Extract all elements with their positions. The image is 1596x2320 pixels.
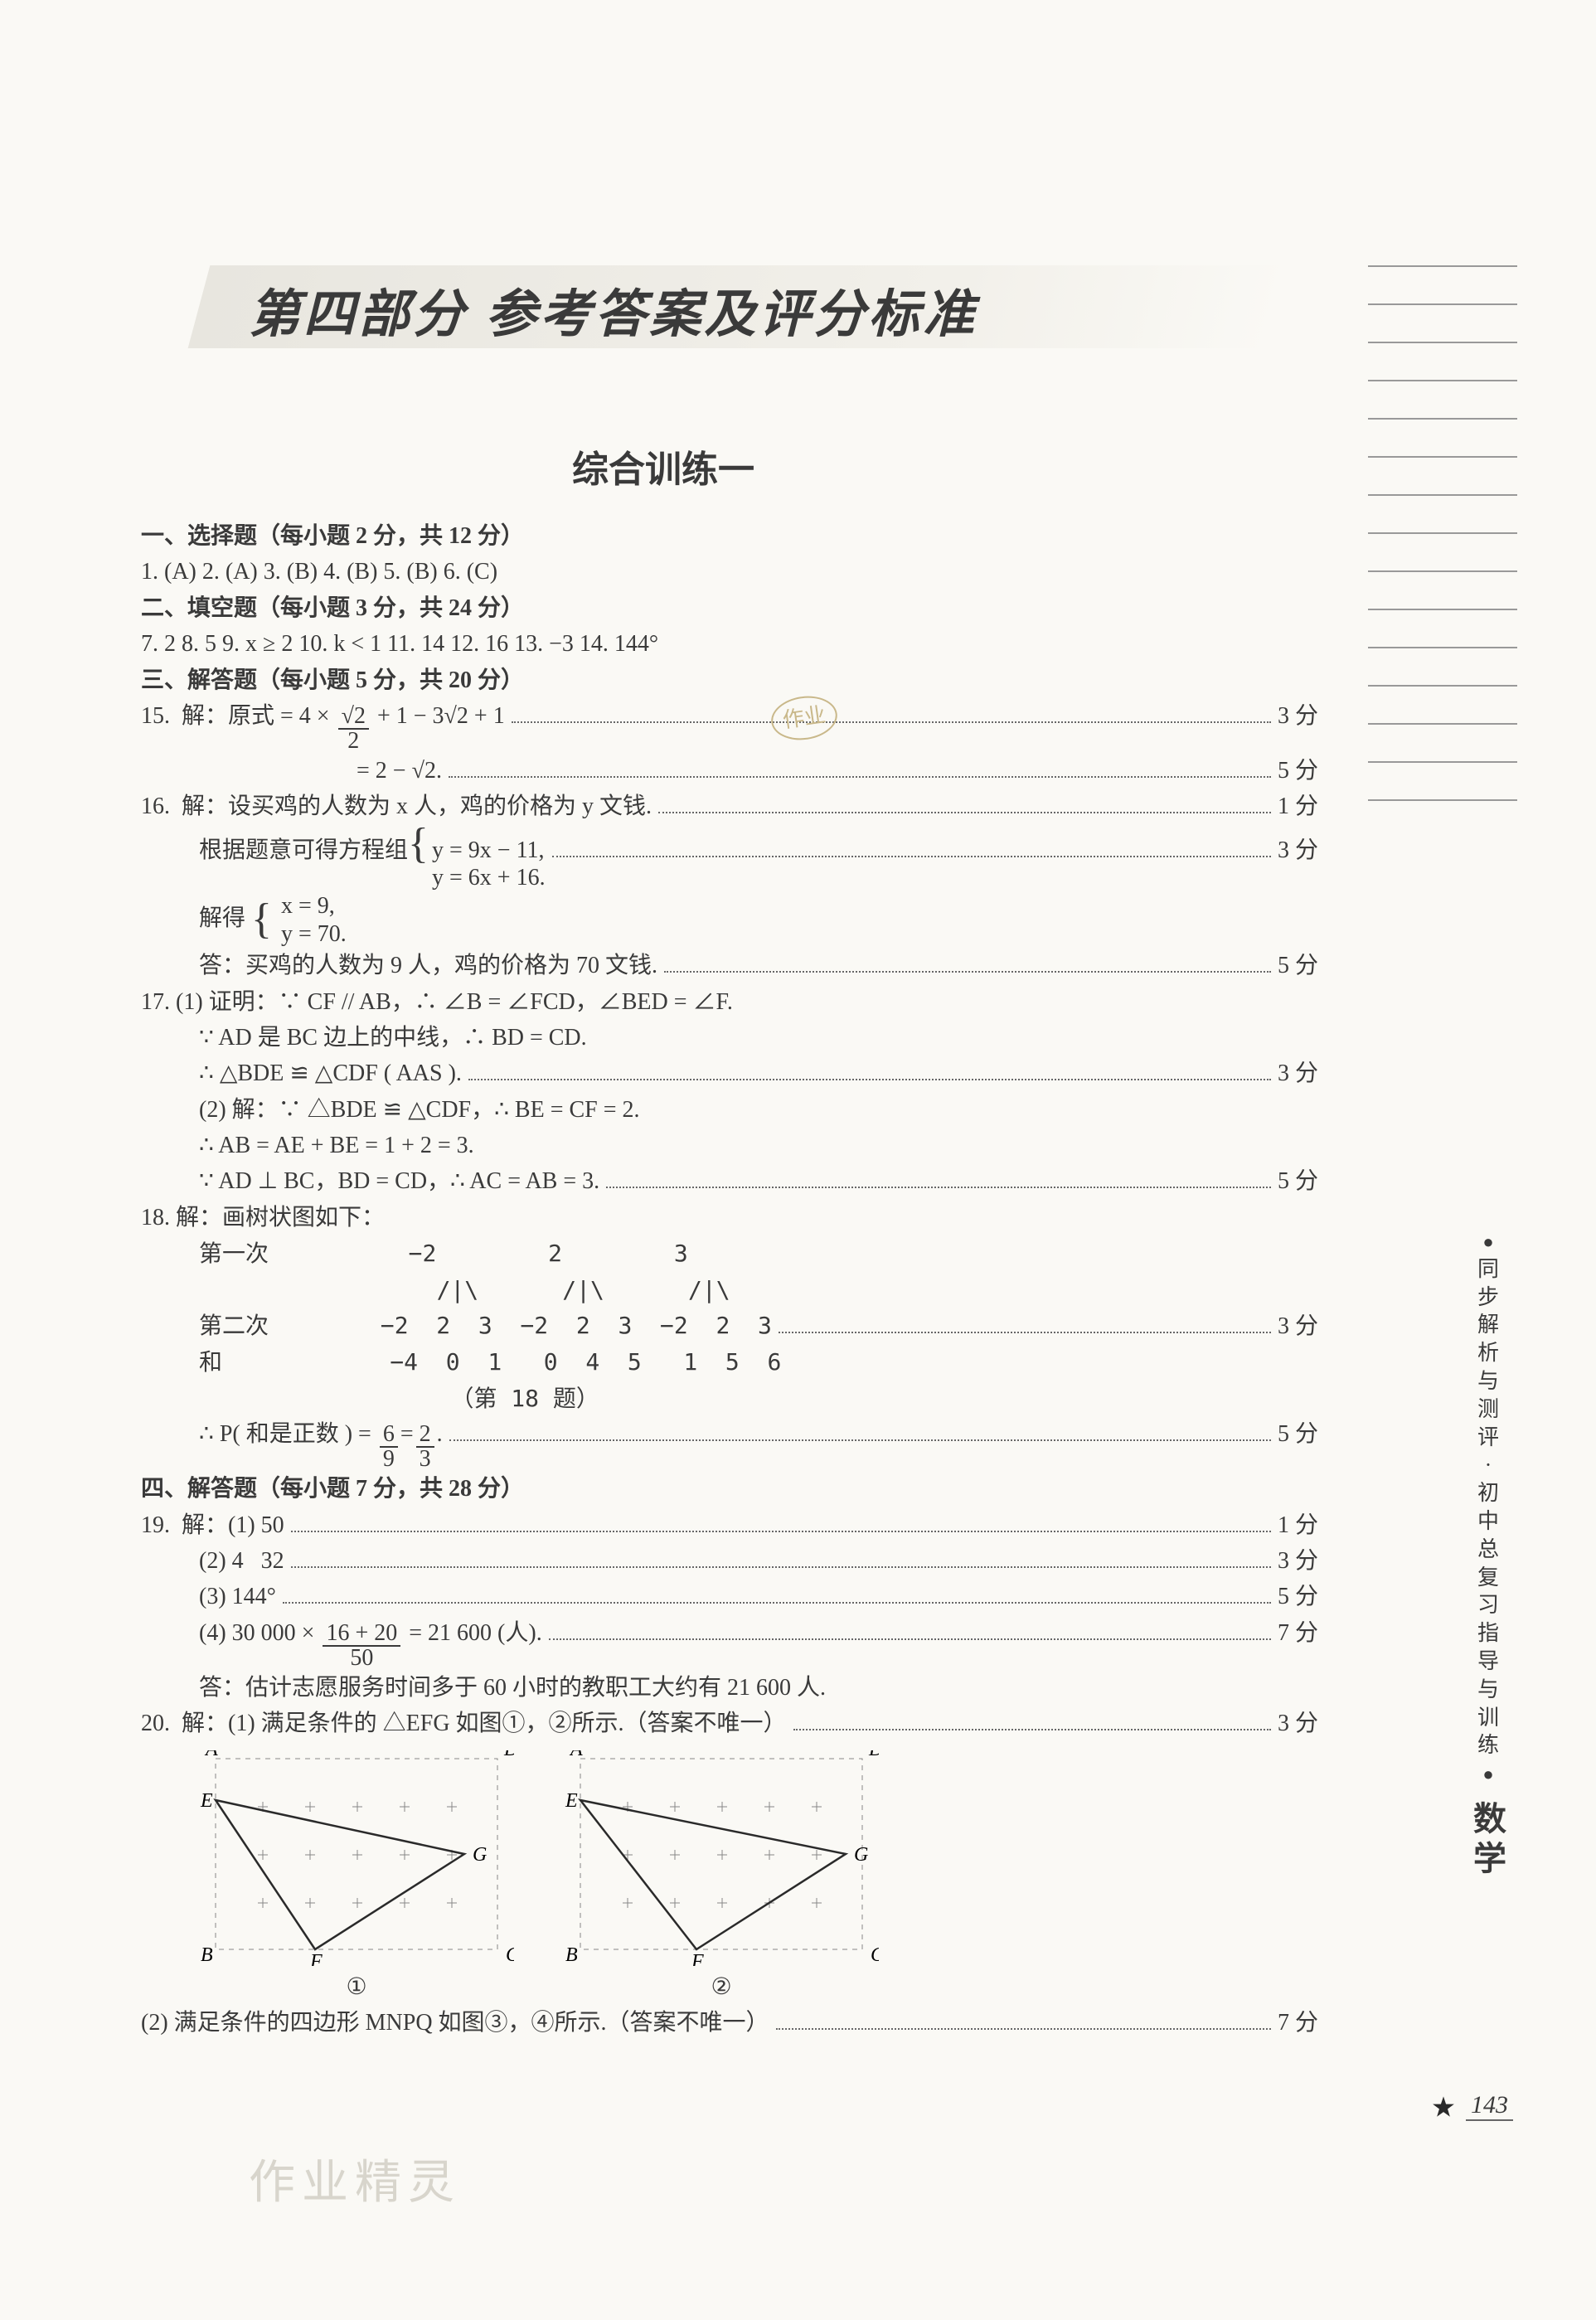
svg-text:F: F	[691, 1951, 704, 1966]
q17-l1: 17. (1) 证明：∵ CF // AB，∴ ∠B = ∠FCD，∠BED =…	[141, 984, 1318, 1020]
svg-text:A: A	[569, 1750, 583, 1760]
q15-line2: = 2 − √2. 5 分	[141, 753, 1318, 789]
section2-head: 二、填空题（每小题 3 分，共 24 分）	[141, 590, 1318, 626]
watermark: 作业精灵	[249, 2145, 461, 2212]
q20-l1: 20. 解：(1) 满足条件的 △EFG 如图①，②所示.（答案不唯一）3 分	[141, 1706, 1318, 1741]
page: 第四部分 参考答案及评分标准 综合训练一 ● 同步解析与测评·初中总复习指导与训…	[0, 0, 1596, 2320]
svg-text:D: D	[868, 1750, 879, 1760]
q16-line1: 16. 解：设买鸡的人数为 x 人，鸡的价格为 y 文钱. 1 分	[141, 789, 1318, 824]
svg-text:C: C	[506, 1944, 514, 1966]
q17-l6: ∵ AD ⊥ BC，BD = CD，∴ AC = AB = 3.5 分	[141, 1163, 1318, 1199]
q18-l1: 18. 解：画树状图如下：	[141, 1200, 1318, 1235]
section1-answers: 1. (A) 2. (A) 3. (B) 4. (B) 5. (B) 6. (C…	[141, 554, 1318, 590]
q17-l5: ∴ AB = AE + BE = 1 + 2 = 3.	[141, 1128, 1318, 1163]
svg-text:G: G	[473, 1844, 487, 1866]
side-subject: 数学	[1473, 1799, 1506, 1879]
answer-content: 一、选择题（每小题 2 分，共 12 分） 1. (A) 2. (A) 3. (…	[141, 518, 1318, 2041]
star-icon	[1432, 2095, 1455, 2119]
q17-l4: (2) 解：∵ △BDE ≌ △CDF，∴ BE = CF = 2.	[141, 1092, 1318, 1128]
q16-line4: 答：买鸡的人数为 9 人，鸡的价格为 70 文钱. 5 分	[141, 948, 1318, 983]
margin-rule-lines	[1368, 265, 1517, 837]
section-banner: 第四部分 参考答案及评分标准	[149, 265, 1293, 357]
q19-l3: (3) 144°5 分	[141, 1579, 1318, 1614]
banner-title: 第四部分 参考答案及评分标准	[249, 272, 977, 347]
svg-text:A: A	[204, 1750, 218, 1760]
page-number: 143	[1432, 2091, 1514, 2121]
section4-head: 四、解答题（每小题 7 分，共 28 分）	[141, 1471, 1318, 1507]
side-book-title: ● 同步解析与测评·初中总复习指导与训练 ●	[1476, 1227, 1501, 1788]
section2-answers: 7. 2 8. 5 9. x ≥ 2 10. k < 1 11. 14 12. …	[141, 626, 1318, 662]
q18-prob: ∴ P( 和是正数 ) = 69 = 23 . 5 分	[141, 1416, 1318, 1471]
q17-l2: ∵ AD 是 BC 边上的中线，∴ BD = CD.	[141, 1020, 1318, 1056]
graph-2: ADEGBFC ②	[564, 1750, 879, 2005]
svg-text:E: E	[565, 1790, 578, 1812]
q19-l2: (2) 4 323 分	[141, 1543, 1318, 1579]
q20-l2: (2) 满足条件的四边形 MNPQ 如图③，④所示.（答案不唯一）7 分	[141, 2005, 1318, 2041]
graph-1: ADEGBFC ①	[199, 1750, 514, 2005]
q16-line2: 根据题意可得方程组 { y = 9x − 11, y = 6x + 16. 3 …	[141, 825, 1318, 892]
q19-l1: 19. 解：(1) 501 分	[141, 1507, 1318, 1543]
q18-tree: 第一次 −2 2 3 /|\ /|\ /|\ 第二次 −2 2 3 −2 2 3…	[141, 1235, 1318, 1416]
q20-graphs: ADEGBFC ① ADEGBFC ②	[199, 1750, 1318, 2005]
section1-head: 一、选择题（每小题 2 分，共 12 分）	[141, 518, 1318, 554]
svg-text:G: G	[854, 1844, 868, 1866]
q19-l5: 答：估计志愿服务时间多于 60 小时的教职工大约有 21 600 人.	[141, 1670, 1318, 1706]
svg-text:E: E	[200, 1790, 213, 1812]
exercise-subtitle: 综合训练一	[0, 439, 1327, 493]
section3-head: 三、解答题（每小题 5 分，共 20 分）	[141, 663, 1318, 698]
q19-l4: (4) 30 000 × 16 + 2050 = 21 600 (人). 7 分	[141, 1615, 1318, 1670]
svg-text:C: C	[871, 1944, 879, 1966]
q17-l3: ∴ △BDE ≌ △CDF ( AAS ).3 分	[141, 1056, 1318, 1091]
svg-text:B: B	[565, 1944, 578, 1966]
q16-line3: 解得 { x = 9, y = 70.	[141, 892, 1318, 948]
svg-text:D: D	[503, 1750, 514, 1760]
svg-text:F: F	[309, 1951, 323, 1966]
q15-line1: 15. 解：原式 = 4 × √22 + 1 − 3√2 + 1 3 分	[141, 698, 1318, 753]
svg-text:B: B	[201, 1944, 213, 1966]
